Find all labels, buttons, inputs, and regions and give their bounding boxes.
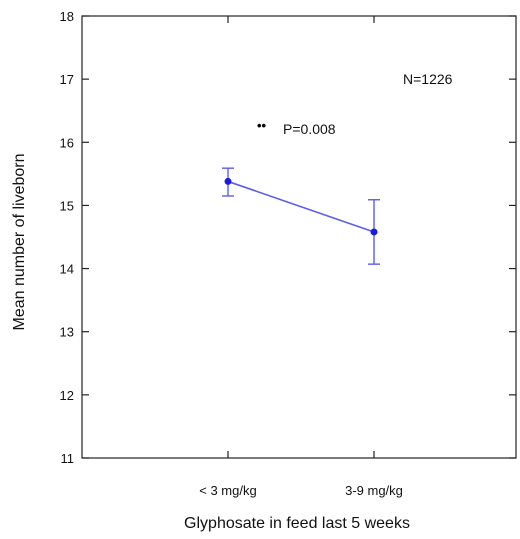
y-tick-label: 14: [60, 262, 74, 277]
data-point: [224, 177, 232, 185]
y-tick-label: 11: [61, 451, 75, 466]
y-tick-label: 15: [60, 198, 74, 213]
data-point: [370, 228, 378, 236]
plot-frame: [81, 15, 517, 459]
plot-border: [81, 15, 517, 459]
y-tick-label: 18: [60, 9, 74, 24]
p-value-label: P=0.008: [283, 121, 336, 137]
y-tick-label: 17: [60, 72, 74, 87]
x-tick-label: < 3 mg/kg: [199, 483, 256, 498]
series-group: [222, 167, 380, 265]
sample-size-label: N=1226: [403, 71, 453, 87]
significance-marker: ••: [257, 118, 267, 133]
x-tick-label: 3-9 mg/kg: [345, 483, 403, 498]
y-axis-ticks: 11 12 13 14 15 16 17 18: [60, 9, 516, 466]
x-axis-ticks: < 3 mg/kg 3-9 mg/kg: [199, 16, 403, 498]
y-tick-label: 12: [60, 388, 74, 403]
y-tick-label: 13: [60, 325, 74, 340]
y-axis-title: Mean number of liveborn: [11, 154, 28, 331]
series-line: [227, 180, 375, 233]
y-tick-label: 16: [60, 135, 74, 150]
x-axis-title: Glyphosate in feed last 5 weeks: [184, 515, 410, 532]
